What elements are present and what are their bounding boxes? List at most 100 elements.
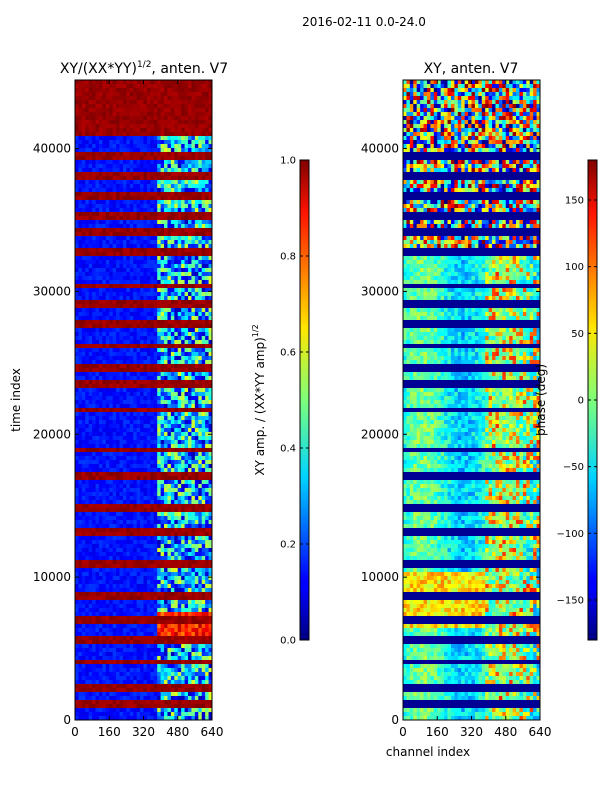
heatmap-cell (205, 296, 209, 301)
heatmap-cell (122, 132, 127, 137)
heatmap-cell (112, 312, 117, 317)
heatmap-cell (184, 472, 189, 477)
heatmap-cell (85, 436, 90, 441)
heatmap-cell (102, 248, 107, 253)
heatmap-cell (95, 556, 100, 561)
heatmap-cell (174, 116, 179, 121)
heatmap-cell (102, 200, 107, 205)
heatmap-cell (119, 112, 124, 117)
heatmap-cell (81, 252, 86, 257)
heatmap-cell (105, 568, 110, 573)
heatmap-cell (129, 176, 134, 181)
heatmap-cell (102, 356, 107, 361)
heatmap-cell (92, 376, 96, 381)
heatmap-cell (116, 464, 120, 469)
heatmap-cell (160, 276, 165, 281)
heatmap-cell (88, 172, 93, 177)
heatmap-cell (143, 440, 148, 445)
heatmap-cell (143, 424, 148, 429)
heatmap-cell (181, 504, 185, 509)
heatmap-cell (198, 132, 203, 137)
heatmap-cell (205, 460, 209, 465)
heatmap-cell (188, 400, 192, 405)
heatmap-cell (146, 492, 151, 497)
heatmap-cell (188, 172, 192, 177)
heatmap-cell (126, 384, 131, 389)
heatmap-cell (201, 212, 206, 217)
heatmap-cell (116, 88, 120, 93)
heatmap-cell (81, 496, 86, 501)
heatmap-cell (194, 124, 199, 129)
heatmap-cell (157, 356, 162, 361)
heatmap-cell (160, 476, 165, 481)
heatmap-cell (174, 576, 179, 581)
heatmap-cell (194, 412, 199, 417)
heatmap-cell (208, 96, 212, 101)
heatmap-cell (177, 348, 182, 353)
heatmap-cell (116, 460, 120, 465)
heatmap-cell (109, 536, 114, 541)
heatmap-cell (102, 216, 107, 221)
heatmap-cell (153, 368, 158, 373)
heatmap-cell (150, 392, 155, 397)
heatmap-cell (109, 192, 114, 197)
heatmap-cell (119, 504, 124, 509)
heatmap-cell (95, 364, 100, 369)
heatmap-cell (122, 240, 127, 245)
heatmap-cell (112, 276, 117, 281)
heatmap-cell (170, 180, 175, 185)
heatmap-cell (191, 412, 196, 417)
heatmap-cell (116, 480, 120, 485)
heatmap-cell (81, 312, 86, 317)
heatmap-cell (157, 348, 162, 353)
heatmap-cell (105, 388, 110, 393)
heatmap-cell (208, 408, 212, 413)
heatmap-cell (146, 224, 151, 229)
heatmap-cell (95, 244, 100, 249)
heatmap-cell (191, 376, 196, 381)
heatmap-cell (85, 552, 90, 557)
heatmap-cell (126, 312, 131, 317)
heatmap-cell (170, 340, 175, 345)
heatmap-cell (160, 400, 165, 405)
heatmap-cell (98, 448, 103, 453)
heatmap-cell (177, 556, 182, 561)
heatmap-cell (170, 284, 175, 289)
heatmap-cell (92, 380, 96, 385)
heatmap-cell (129, 156, 134, 161)
heatmap-cell (143, 384, 148, 389)
heatmap-cell (81, 544, 86, 549)
heatmap-cell (146, 328, 151, 333)
heatmap-cell (102, 576, 107, 581)
heatmap-cell (140, 532, 144, 537)
heatmap-cell (201, 328, 206, 333)
heatmap-cell (129, 136, 134, 141)
heatmap-cell (150, 512, 155, 517)
heatmap-cell (201, 104, 206, 109)
heatmap-cell (136, 472, 141, 477)
heatmap-cell (181, 156, 185, 161)
heatmap-cell (119, 160, 124, 165)
heatmap-cell (205, 552, 209, 557)
heatmap-cell (188, 416, 192, 421)
heatmap-cell (188, 104, 192, 109)
heatmap-cell (92, 328, 96, 333)
heatmap-cell (194, 312, 199, 317)
heatmap-cell (208, 180, 212, 185)
heatmap-cell (92, 500, 96, 505)
heatmap-cell (116, 212, 120, 217)
heatmap-cell (133, 108, 138, 113)
heatmap-cell (119, 272, 124, 277)
heatmap-cell (119, 388, 124, 393)
heatmap-cell (194, 136, 199, 141)
heatmap-cell (129, 196, 134, 201)
heatmap-cell (157, 420, 162, 425)
heatmap-cell (119, 208, 124, 213)
heatmap-cell (119, 400, 124, 405)
heatmap-cell (188, 212, 192, 217)
heatmap-cell (92, 452, 96, 457)
heatmap-cell (105, 88, 110, 93)
heatmap-cell (194, 92, 199, 97)
heatmap-cell (140, 256, 144, 261)
heatmap-cell (112, 324, 117, 329)
